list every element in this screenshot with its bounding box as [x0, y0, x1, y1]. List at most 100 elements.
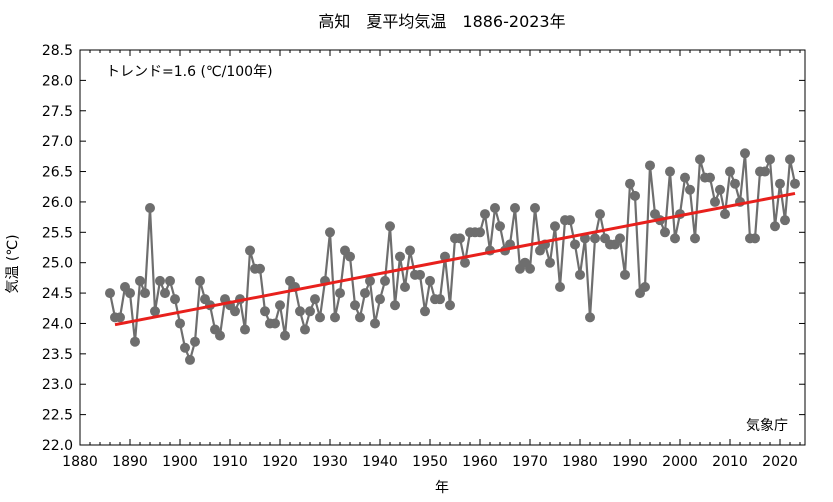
data-point	[790, 178, 800, 189]
data-point	[725, 166, 735, 177]
data-point	[595, 209, 605, 220]
data-point	[445, 300, 455, 311]
data-point	[705, 172, 715, 183]
x-tick-label: 1880	[62, 454, 98, 470]
y-tick-label: 22.5	[42, 408, 73, 424]
data-point	[775, 178, 785, 189]
x-tick-label: 1950	[412, 454, 448, 470]
data-point	[150, 306, 160, 317]
x-tick-label: 1920	[262, 454, 298, 470]
data-point	[405, 245, 415, 256]
data-point	[490, 203, 500, 213]
data-point	[350, 300, 360, 311]
plot-frame	[79, 49, 806, 446]
data-point	[690, 233, 700, 244]
data-point	[495, 221, 505, 232]
data-point	[105, 288, 115, 299]
data-point	[785, 154, 795, 165]
data-point	[395, 251, 405, 262]
x-tick-label: 1970	[512, 454, 548, 470]
data-point	[715, 184, 725, 195]
y-tick-label: 23.5	[42, 347, 73, 363]
data-point	[310, 294, 320, 305]
data-point	[385, 221, 395, 232]
data-point	[630, 190, 640, 201]
data-point	[115, 312, 125, 323]
x-tick-label: 1990	[612, 454, 648, 470]
data-point	[335, 288, 345, 299]
data-point	[325, 227, 335, 238]
data-point	[165, 275, 175, 286]
data-point	[140, 288, 150, 299]
data-point	[360, 288, 370, 299]
x-tick-label: 1960	[462, 454, 498, 470]
data-point	[230, 306, 240, 317]
data-point	[375, 294, 385, 305]
y-tick-label: 24.0	[42, 316, 73, 332]
data-point	[370, 318, 380, 329]
data-point	[665, 166, 675, 177]
x-tick-label: 1980	[562, 454, 598, 470]
data-point	[175, 318, 185, 329]
data-point	[620, 269, 630, 280]
trend-layer	[114, 191, 796, 327]
data-point	[215, 330, 225, 341]
series-line	[108, 153, 797, 364]
series-layer	[105, 148, 800, 365]
y-tick-label: 28.5	[42, 43, 73, 59]
data-point	[305, 306, 315, 317]
y-tick-label: 26.0	[42, 195, 73, 211]
data-point	[275, 300, 285, 311]
data-point	[645, 160, 655, 171]
trend-annotation: トレンド=1.6 (℃/100年)	[106, 64, 273, 80]
data-point	[135, 275, 145, 286]
data-point	[750, 233, 760, 244]
data-point	[365, 275, 375, 286]
y-tick-label: 27.5	[42, 104, 73, 120]
data-point	[435, 294, 445, 305]
data-point	[685, 184, 695, 195]
y-tick-label: 26.5	[42, 165, 73, 181]
y-tick-label: 22.0	[42, 438, 73, 454]
data-point	[195, 275, 205, 286]
data-point	[245, 245, 255, 256]
data-point	[315, 312, 325, 323]
data-point	[670, 233, 680, 244]
data-point	[680, 172, 690, 183]
data-point	[400, 282, 410, 292]
y-axis-label: 気温 (℃)	[5, 234, 21, 293]
data-point	[460, 257, 470, 268]
data-point	[415, 269, 425, 280]
x-tick-label: 2010	[712, 454, 748, 470]
data-point	[185, 354, 195, 365]
data-point	[695, 154, 705, 165]
data-point	[145, 203, 155, 213]
y-tick-label: 28.0	[42, 73, 73, 89]
data-point	[770, 221, 780, 232]
data-point	[295, 306, 305, 317]
y-tick-label: 25.0	[42, 256, 73, 272]
data-point	[570, 239, 580, 250]
data-point	[420, 306, 430, 317]
x-tick-label: 2020	[762, 454, 798, 470]
chart-title: 高知 夏平均気温 1886-2023年	[318, 12, 565, 31]
data-point	[545, 257, 555, 268]
data-point	[555, 282, 565, 292]
data-point	[170, 294, 180, 305]
data-point	[660, 227, 670, 238]
y-tick-label: 25.5	[42, 225, 73, 241]
data-point	[640, 282, 650, 292]
data-point	[260, 306, 270, 317]
data-point	[710, 196, 720, 207]
data-point	[240, 324, 250, 335]
y-tick-label: 27.0	[42, 134, 73, 150]
data-point	[130, 336, 140, 347]
data-point	[760, 166, 770, 177]
data-point	[190, 336, 200, 347]
source-label: 気象庁	[746, 418, 788, 434]
data-point	[530, 203, 540, 213]
x-axis-label: 年	[435, 480, 449, 496]
trend-line	[114, 191, 796, 327]
data-point	[510, 203, 520, 213]
